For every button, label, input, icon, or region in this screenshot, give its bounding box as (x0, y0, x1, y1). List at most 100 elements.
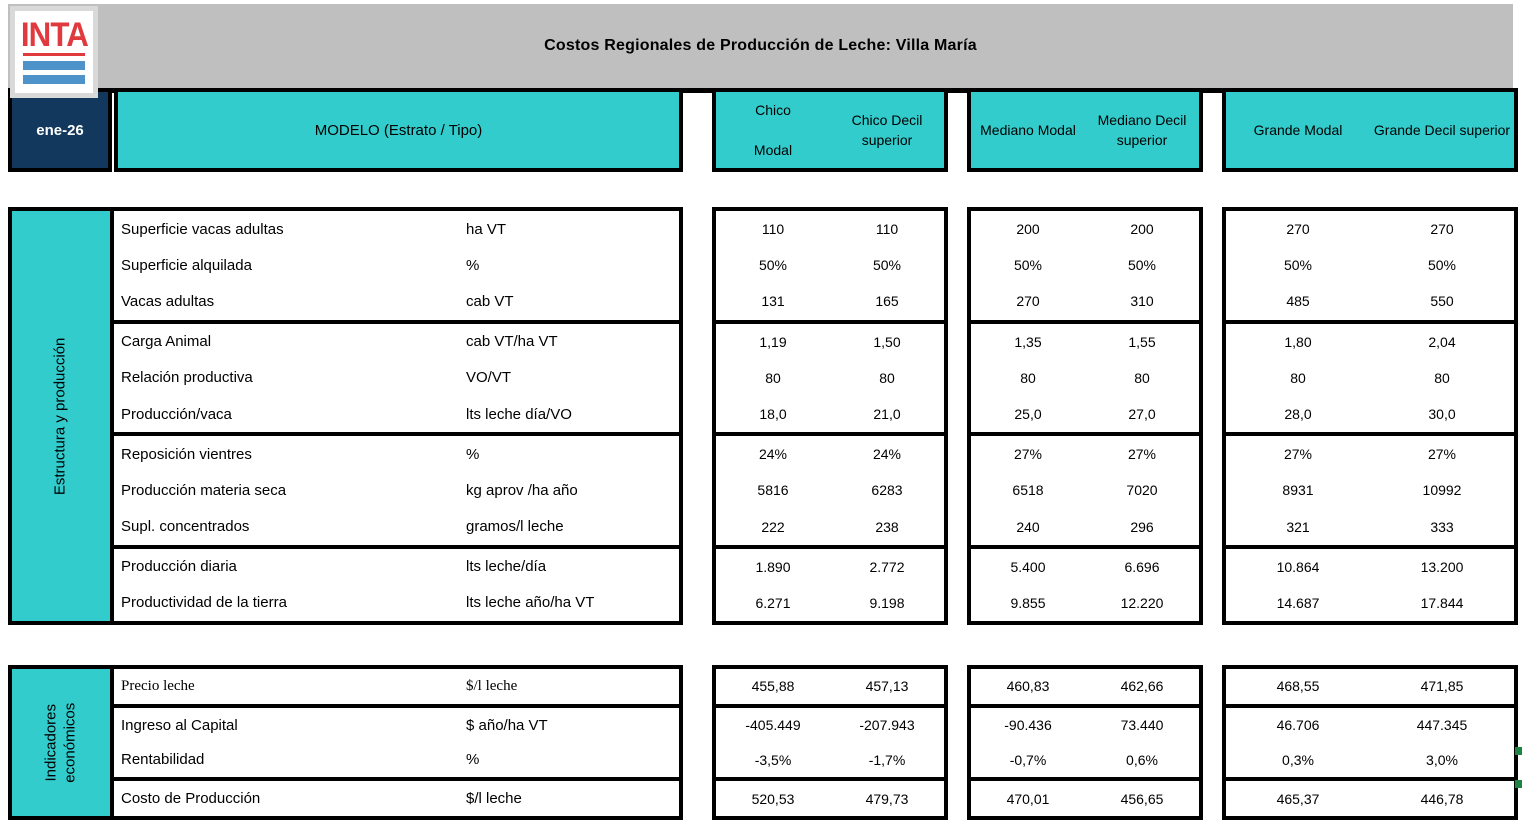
table-row: 1,19 1,50 (716, 324, 944, 360)
row-group: Carga Animal cab VT/ha VT Relación product… (114, 324, 679, 437)
row-label: Costo de Producción (121, 790, 261, 808)
row-group: 465,37 446,78 (1226, 781, 1514, 816)
cell-value-decil: 6283 (871, 482, 903, 499)
cell-value-modal: 1,80 (1284, 333, 1312, 350)
row-unit: lts leche/día (466, 558, 547, 576)
cell-value-decil: 333 (1430, 518, 1454, 535)
cell-value-decil: 10992 (1422, 482, 1462, 499)
table-row: Precio leche $/l leche (114, 669, 679, 704)
cell-value-decil: 457,13 (865, 678, 909, 695)
table-row: 200 200 (971, 211, 1199, 247)
table-row: 465,37 446,78 (1226, 781, 1514, 816)
value-column-group: 460,83 462,66 -90.436 73.440 -0,7% 0,6% 470,01… (971, 669, 1199, 816)
cell-value-decil: 2,04 (1428, 333, 1456, 350)
table-indicadores-labels: Indicadores económicos Precio leche $/l l… (8, 665, 683, 820)
table-row: -3,5% -1,7% (716, 743, 944, 778)
row-group: 1,35 1,55 80 80 25,0 27,0 (971, 324, 1199, 437)
cell-value-decil: 6.696 (1124, 558, 1160, 575)
cell-value-modal: 460,83 (1006, 678, 1050, 695)
row-label: Producción/vaca (121, 405, 232, 423)
row-group: 10.864 13.200 14.687 17.844 (1226, 549, 1514, 621)
row-group: Reposición vientres% Producción materia s… (114, 436, 679, 549)
cell-value-decil: 21,0 (873, 406, 901, 423)
column-header-grande-decil: Grande Decil superior (1373, 121, 1511, 138)
table-row: 9.855 12.220 (971, 585, 1199, 621)
table-row: 1,80 2,04 (1226, 324, 1514, 360)
cell-value-modal: 1,19 (759, 333, 787, 350)
estructura-rows: Superficie vacas adultas ha VT Superficie … (114, 211, 679, 621)
cell-value-decil: 27% (1427, 446, 1457, 463)
table-row: Relación productiva VO/VT (114, 360, 679, 396)
cell-value-decil: 50% (872, 257, 902, 274)
row-group: 46.706 447.345 0,3% 3,0% (1226, 708, 1514, 782)
table-row: 520,53 479,73 (716, 781, 944, 816)
table-row: 10.864 13.200 (1226, 549, 1514, 585)
table-estructura-labels: Estructura y producción Superficie vacas… (8, 207, 683, 625)
cell-value-decil: 7020 (1126, 482, 1158, 499)
cell-value-decil: 9.198 (869, 594, 905, 611)
table-row: 240 296 (971, 508, 1199, 544)
row-unit: kg aprov /ha año (466, 481, 578, 499)
cell-value-modal: 80 (765, 369, 781, 386)
row-label: Producción materia seca (121, 481, 287, 499)
cell-value-modal: 8931 (1282, 482, 1314, 499)
cell-value-modal: 50% (1283, 257, 1313, 274)
cell-value-decil: 50% (1127, 257, 1157, 274)
value-column-group: 468,55 471,85 46.706 447.345 0,3% 3,0% 465,37 4… (1226, 669, 1514, 816)
indicadores-values-chico: 455,88 457,13 -405.449 -207.943 -3,5% -1,7% 52… (712, 665, 948, 820)
row-label: Productividad de la tierra (121, 594, 287, 612)
table-row: 110 110 (716, 211, 944, 247)
row-unit: gramos/l leche (466, 518, 564, 536)
cell-value-modal: 485 (1286, 293, 1310, 310)
indicadores-rows: Precio leche $/l leche Ingreso al Capital $… (114, 669, 679, 816)
indicadores-values-mediano: 460,83 462,66 -90.436 73.440 -0,7% 0,6% 470,01… (967, 665, 1203, 820)
cell-value-modal: 27% (1013, 446, 1043, 463)
cell-value-decil: 310 (1130, 293, 1154, 310)
table-row: 50% 50% (971, 247, 1199, 283)
column-header-mediano-decil: Mediano Decil superior (1097, 111, 1187, 148)
estructura-values-chico: 110 110 50% 50% 131 165 1,19 1,50 80 80 18,0 21,0 24… (712, 207, 948, 625)
cell-value-modal: 200 (1016, 221, 1040, 238)
table-row: 8931 10992 (1226, 472, 1514, 508)
section-label-indicadores: Indicadores económicos (12, 669, 114, 816)
row-group: 270 270 50% 50% 485 550 (1226, 211, 1514, 324)
table-row: 80 80 (971, 360, 1199, 396)
cell-value-decil: 238 (875, 518, 899, 535)
table-row: 27% 27% (1226, 436, 1514, 472)
table-row: 5.400 6.696 (971, 549, 1199, 585)
row-label: Rentabilidad (121, 751, 205, 769)
cell-value-decil: 2.772 (869, 558, 905, 575)
cell-value-modal: 18,0 (759, 406, 787, 423)
table-row: 6.271 9.198 (716, 585, 944, 621)
table-row: 460,83 462,66 (971, 669, 1199, 704)
row-unit: VO/VT (466, 369, 512, 387)
cell-value-modal: 520,53 (751, 790, 795, 807)
row-group: -405.449 -207.943 -3,5% -1,7% (716, 708, 944, 782)
cell-value-decil: 73.440 (1120, 717, 1164, 734)
row-unit: % (466, 445, 480, 463)
cell-value-decil: 3,0% (1426, 751, 1458, 768)
column-header-chico-decil: Chico Decil superior (851, 111, 923, 148)
cell-value-modal: 28,0 (1284, 406, 1312, 423)
row-group: 27% 27% 6518 7020 240 296 (971, 436, 1199, 549)
value-column-group: 200 200 50% 50% 270 310 1,35 1,55 80 80 25,0 27,0 27… (971, 211, 1199, 621)
column-header-mediano-modal: Mediano Modal (980, 121, 1076, 138)
cell-value-modal: 5.400 (1010, 558, 1046, 575)
table-row: -0,7% 0,6% (971, 743, 1199, 778)
row-group: 468,55 471,85 (1226, 669, 1514, 708)
table-row: 18,0 21,0 (716, 396, 944, 432)
inta-logo: INTA (10, 6, 98, 98)
column-group-chico: Chico Modal Chico Decil superior (712, 88, 948, 172)
cell-value-decil: 165 (875, 293, 899, 310)
table-row: 270 270 (1226, 211, 1514, 247)
cell-value-decil: 462,66 (1120, 678, 1164, 695)
row-unit: $ año/ha VT (466, 716, 548, 734)
cell-value-modal: 24% (758, 446, 788, 463)
cell-value-modal: 270 (1286, 221, 1310, 238)
row-label: Producción diaria (121, 558, 237, 576)
cell-value-decil: 447.345 (1416, 717, 1468, 734)
indicadores-values-grande: 468,55 471,85 46.706 447.345 0,3% 3,0% 465,37 4… (1222, 665, 1518, 820)
cell-value-decil: 24% (872, 446, 902, 463)
row-group: 24% 24% 5816 6283 222 238 (716, 436, 944, 549)
cell-value-decil: 27,0 (1128, 406, 1156, 423)
